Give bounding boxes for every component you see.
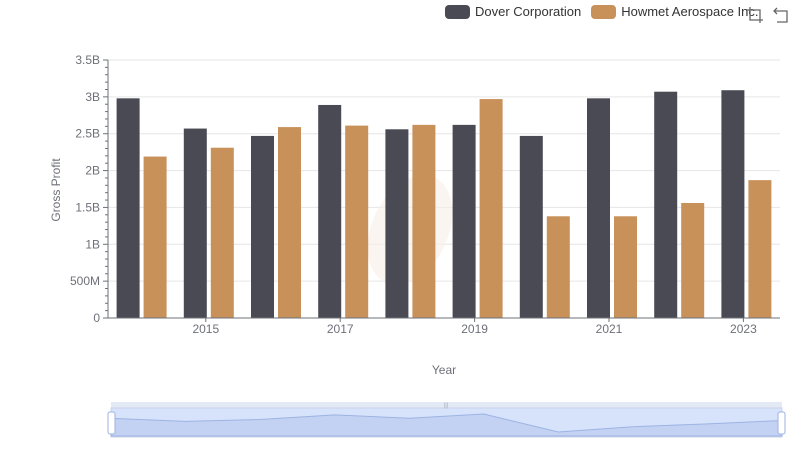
bar-howmet-2019[interactable]	[479, 99, 503, 318]
y-tick-label: 3B	[85, 90, 100, 104]
y-tick-label: 2.5B	[75, 127, 100, 141]
y-axis-label: Gross Profit	[49, 158, 63, 222]
y-tick-label: 1B	[85, 237, 100, 251]
slider-data-shadow	[110, 413, 783, 437]
bar-dover-2020[interactable]	[519, 135, 543, 318]
slider-left-handle[interactable]	[107, 411, 116, 435]
x-tick-label: 2023	[730, 322, 757, 336]
bar-dover-2018[interactable]	[385, 129, 409, 318]
bar-howmet-2016[interactable]	[278, 127, 301, 318]
bar-howmet-2023[interactable]	[748, 180, 772, 318]
zoom-icon[interactable]	[746, 6, 764, 24]
bar-dover-2022[interactable]	[654, 91, 678, 318]
legend: Dover Corporation Howmet Aerospace Inc.	[445, 4, 769, 19]
bar-howmet-2021[interactable]	[614, 216, 637, 318]
legend-item-dover[interactable]: Dover Corporation	[445, 4, 581, 19]
x-tick-label: 2019	[461, 322, 488, 336]
x-tick-label: 2015	[192, 322, 219, 336]
bar-howmet-2014[interactable]	[143, 156, 167, 318]
x-tick-label: 2021	[596, 322, 623, 336]
bar-dover-2023[interactable]	[721, 90, 745, 318]
slider-grip-icon[interactable]: |||	[444, 403, 449, 409]
bar-dover-2017[interactable]	[318, 104, 342, 318]
data-zoom-slider[interactable]: |||	[107, 402, 786, 438]
x-axis-label: Year	[432, 363, 456, 377]
bar-howmet-2018[interactable]	[412, 124, 436, 319]
slider-top-bar[interactable]	[111, 402, 782, 408]
bar-dover-2014[interactable]	[116, 98, 140, 319]
y-tick-label: 0	[93, 311, 100, 325]
legend-swatch-howmet	[591, 4, 617, 19]
slider-right-handle[interactable]	[777, 411, 786, 435]
watermark	[367, 175, 453, 285]
bar-howmet-2020[interactable]	[546, 216, 570, 318]
grid-lines	[108, 59, 780, 282]
legend-label-dover: Dover Corporation	[475, 4, 582, 19]
bar-dover-2021[interactable]	[587, 98, 610, 319]
bar-dover-2016[interactable]	[251, 135, 274, 318]
x-tick-label: 2017	[327, 322, 354, 336]
chart-toolbar	[746, 6, 790, 24]
legend-swatch-dover	[445, 4, 470, 19]
legend-item-howmet[interactable]: Howmet Aerospace Inc.	[591, 4, 759, 19]
bar-dover-2015[interactable]	[183, 128, 207, 318]
bar-howmet-2022[interactable]	[681, 203, 705, 318]
bar-howmet-2015[interactable]	[210, 147, 234, 318]
legend-label-howmet: Howmet Aerospace Inc.	[621, 4, 759, 19]
y-tick-label: 500M	[70, 274, 100, 288]
bar-dover-2019[interactable]	[452, 124, 476, 319]
restore-icon[interactable]	[772, 6, 790, 24]
y-tick-label: 2B	[85, 164, 100, 178]
y-tick-label: 1.5B	[75, 200, 100, 214]
axes: 0 500M 1B 1.5B 2B 2.5B 3B 3.5B 2015 2017 2019 2021 2…	[70, 53, 780, 336]
bar-howmet-2017[interactable]	[345, 125, 369, 318]
bars	[116, 90, 772, 319]
y-tick-label: 3.5B	[75, 53, 100, 67]
